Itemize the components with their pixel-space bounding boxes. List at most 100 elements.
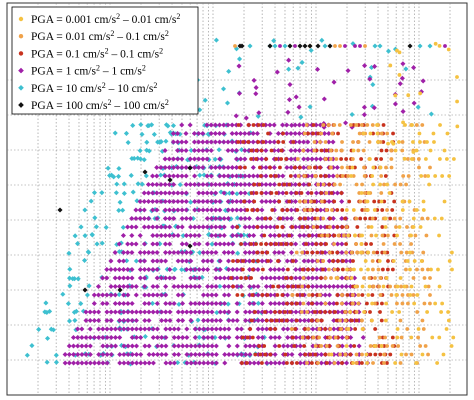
point-pga-1 bbox=[201, 334, 207, 341]
point-pga-0.01 bbox=[420, 318, 425, 323]
point-pga-10 bbox=[70, 276, 76, 282]
point-pga-1 bbox=[191, 139, 197, 145]
point-pga-1 bbox=[154, 164, 160, 171]
point-pga-0.001 bbox=[412, 259, 417, 263]
point-pga-0.1 bbox=[335, 301, 339, 306]
point-pga-0.1 bbox=[381, 140, 386, 144]
point-pga-0.01 bbox=[338, 182, 342, 187]
point-pga-1 bbox=[301, 232, 307, 239]
point-pga-0.01 bbox=[302, 174, 307, 178]
point-pga-0.01 bbox=[301, 276, 306, 280]
point-pga-1 bbox=[348, 334, 354, 341]
point-pga-1 bbox=[183, 215, 189, 222]
point-pga-1 bbox=[246, 181, 252, 188]
point-pga-1 bbox=[196, 300, 202, 307]
point-pga-0.01 bbox=[390, 344, 395, 348]
point-pga-0.01 bbox=[344, 225, 349, 229]
point-pga-10 bbox=[163, 138, 169, 144]
point-pga-1 bbox=[255, 283, 261, 290]
point-pga-1 bbox=[242, 215, 248, 222]
point-pga-0.1 bbox=[310, 301, 314, 306]
point-pga-0.1 bbox=[390, 335, 395, 340]
point-pga-10 bbox=[234, 215, 240, 221]
point-pga-10 bbox=[89, 232, 95, 238]
point-pga-0.001 bbox=[441, 352, 446, 357]
point-pga-0.001 bbox=[455, 75, 459, 79]
point-pga-0.1 bbox=[373, 327, 378, 331]
point-pga-0.1 bbox=[265, 293, 270, 297]
point-pga-0.001 bbox=[409, 284, 414, 289]
point-top-row bbox=[363, 44, 367, 48]
point-pga-1 bbox=[213, 249, 219, 256]
point-pga-1 bbox=[125, 292, 131, 298]
point-pga-0.01 bbox=[377, 335, 382, 340]
point-pga-0.01 bbox=[359, 123, 364, 127]
point-pga-0.001 bbox=[395, 284, 400, 289]
point-pga-0.01 bbox=[404, 250, 409, 255]
point-pga-0.1 bbox=[323, 352, 328, 357]
point-pga-0.1 bbox=[319, 148, 324, 153]
point-pga-1 bbox=[79, 343, 85, 349]
point-pga-1 bbox=[175, 139, 181, 145]
point-pga-1 bbox=[167, 224, 173, 230]
point-pga-1 bbox=[268, 360, 274, 366]
point-pga-0.01 bbox=[426, 267, 430, 272]
point-pga-1 bbox=[209, 292, 215, 298]
point-pga-1 bbox=[188, 232, 194, 239]
point-pga-1 bbox=[171, 215, 177, 222]
point-pga-1 bbox=[167, 326, 173, 332]
point-pga-1 bbox=[179, 292, 186, 298]
point-pga-1 bbox=[141, 224, 147, 230]
point-pga-0.001 bbox=[437, 43, 442, 48]
point-pga-0.001 bbox=[423, 284, 428, 289]
point-pga-0.001 bbox=[437, 157, 442, 161]
point-pga-0.1 bbox=[255, 225, 260, 229]
point-pga-1 bbox=[184, 326, 190, 332]
point-pga-1 bbox=[188, 215, 194, 222]
point-pga-0.1 bbox=[285, 267, 290, 272]
point-pga-1 bbox=[137, 207, 143, 213]
point-pga-1 bbox=[154, 326, 160, 332]
point-pga-0.1 bbox=[244, 276, 248, 280]
point-pga-0.1 bbox=[277, 344, 282, 348]
legend-marker bbox=[18, 102, 24, 108]
point-pga-1 bbox=[167, 317, 173, 324]
point-pga-1 bbox=[179, 241, 185, 247]
point-pga-1 bbox=[238, 232, 244, 239]
point-pga-1 bbox=[175, 309, 181, 315]
point-pga-0.1 bbox=[295, 208, 300, 212]
point-pga-1 bbox=[309, 215, 315, 222]
point-pga-1 bbox=[179, 139, 185, 145]
point-pga-0.1 bbox=[351, 123, 356, 127]
point-pga-1 bbox=[166, 173, 172, 179]
point-pga-1 bbox=[271, 198, 278, 205]
point-pga-1 bbox=[192, 207, 198, 213]
point-pga-1 bbox=[146, 292, 152, 298]
point-pga-0.1 bbox=[239, 242, 243, 246]
point-pga-0.01 bbox=[315, 259, 320, 263]
point-pga-1 bbox=[205, 317, 211, 324]
point-pga-0.01 bbox=[308, 199, 313, 204]
point-pga-1 bbox=[230, 351, 236, 358]
point-pga-1 bbox=[305, 275, 311, 281]
point-pga-0.01 bbox=[386, 233, 390, 238]
point-pga-1 bbox=[142, 317, 148, 324]
point-pga-1 bbox=[243, 115, 249, 121]
point-pga-1 bbox=[167, 241, 173, 247]
point-pga-1 bbox=[170, 130, 176, 137]
point-pga-1 bbox=[192, 360, 198, 366]
point-pga-0.1 bbox=[259, 191, 264, 195]
point-pga-0.001 bbox=[359, 242, 364, 246]
point-pga-0.1 bbox=[324, 148, 329, 153]
point-pga-0.001 bbox=[379, 344, 384, 348]
point-pga-1 bbox=[222, 309, 228, 315]
point-pga-1 bbox=[221, 241, 227, 247]
point-pga-1 bbox=[272, 351, 278, 358]
point-pga-1 bbox=[284, 130, 290, 137]
point-pga-0.1 bbox=[380, 208, 385, 212]
point-pga-1 bbox=[243, 309, 249, 315]
point-pga-0.1 bbox=[348, 352, 353, 357]
point-pga-1 bbox=[301, 164, 307, 171]
point-pga-1 bbox=[313, 190, 319, 196]
point-pga-1 bbox=[171, 334, 177, 341]
